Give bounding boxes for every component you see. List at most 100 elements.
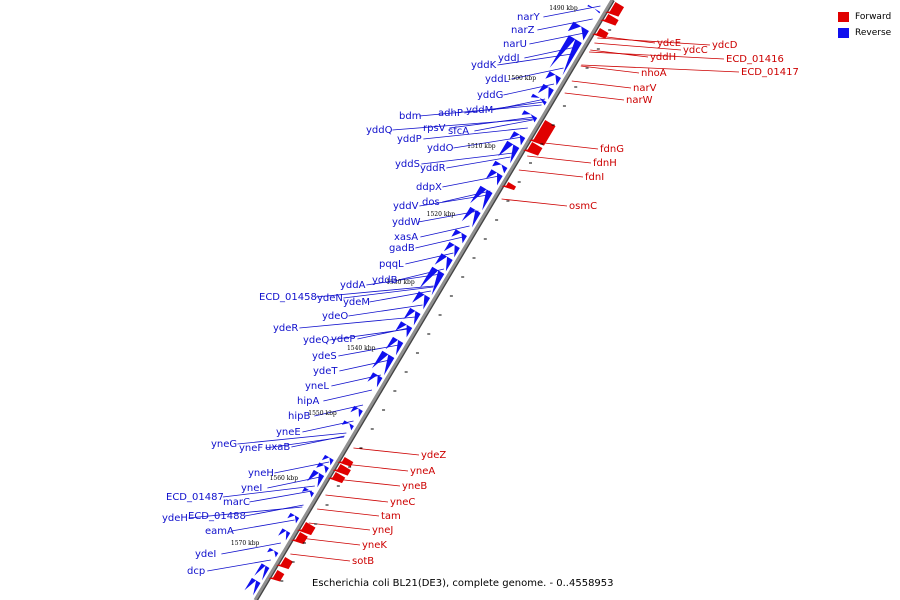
reverse-gene-arrow bbox=[341, 420, 354, 431]
forward-gene-arrow bbox=[522, 142, 543, 156]
leader-line bbox=[518, 169, 584, 178]
leader-line bbox=[501, 198, 568, 207]
reverse-gene-label: yddG bbox=[477, 90, 503, 101]
leader-line bbox=[299, 537, 361, 546]
forward-gene-arrow bbox=[604, 2, 625, 17]
reverse-gene-label: yddQ bbox=[366, 125, 393, 136]
forward-gene-arrow bbox=[290, 532, 308, 545]
forward-gene-label: nhoA bbox=[641, 68, 667, 79]
reverse-gene-arrow bbox=[434, 253, 453, 272]
legend-item-forward: Forward bbox=[838, 9, 891, 25]
leader-line bbox=[299, 316, 416, 329]
leader-line bbox=[415, 236, 464, 249]
reverse-gene-arrow bbox=[307, 469, 325, 488]
leader-line bbox=[581, 64, 740, 73]
kbp-tick-label: 1510 kbp bbox=[467, 143, 496, 150]
leader-line bbox=[419, 104, 542, 117]
leader-line bbox=[343, 286, 434, 299]
leader-line bbox=[231, 519, 295, 532]
kbp-tick-label: 1530 kbp bbox=[386, 279, 415, 286]
leader-line bbox=[423, 127, 528, 140]
reverse-gene-label: narZ bbox=[511, 25, 535, 36]
leader-line bbox=[474, 119, 533, 132]
leader-line bbox=[291, 435, 345, 448]
reverse-gene-label: ydeM bbox=[343, 297, 370, 308]
reverse-gene-arrow bbox=[530, 93, 547, 106]
reverse-gene-label: yneF bbox=[239, 443, 263, 454]
reverse-gene-label: ydeS bbox=[312, 351, 337, 362]
leader-line bbox=[524, 46, 577, 59]
forward-gene-label: yneC bbox=[390, 497, 415, 508]
forward-gene-label: ydcC bbox=[683, 45, 708, 56]
legend-item-reverse: Reverse bbox=[838, 25, 891, 41]
reverse-gene-label: ddpX bbox=[416, 182, 442, 193]
reverse-gene-label: hipA bbox=[297, 396, 319, 407]
reverse-gene-label: yddA bbox=[340, 280, 366, 291]
legend-forward-label: Forward bbox=[855, 12, 892, 22]
forward-gene-arrow bbox=[296, 522, 316, 536]
reverse-gene-label: xasA bbox=[394, 232, 418, 243]
reverse-gene-label: yneE bbox=[276, 427, 301, 438]
forward-gene-label: fdnI bbox=[585, 172, 604, 183]
reverse-swatch bbox=[838, 28, 849, 38]
reverse-gene-arrow bbox=[301, 487, 315, 498]
reverse-gene-label: yddK bbox=[471, 60, 497, 71]
reverse-gene-label: yneI bbox=[241, 483, 262, 494]
reverse-gene-arrow bbox=[451, 229, 467, 244]
leader-line bbox=[325, 494, 389, 503]
leader-line bbox=[442, 175, 500, 188]
forward-gene-label: osmC bbox=[569, 201, 597, 212]
forward-gene-arrow bbox=[327, 472, 346, 484]
reverse-gene-arrow bbox=[367, 372, 383, 388]
reverse-gene-arrow bbox=[509, 131, 526, 146]
reverse-gene-label: yddW bbox=[392, 217, 421, 228]
leader-line bbox=[353, 447, 420, 456]
reverse-gene-label: bdm bbox=[399, 111, 421, 122]
reverse-gene-label: dcp bbox=[187, 566, 205, 577]
legend-reverse-label: Reverse bbox=[855, 28, 892, 38]
leader-line bbox=[339, 359, 390, 372]
leader-line bbox=[442, 190, 491, 203]
reverse-gene-label: yddM bbox=[466, 105, 493, 116]
leader-line bbox=[244, 504, 304, 517]
forward-swatch bbox=[838, 12, 849, 22]
genome-backbone bbox=[253, 0, 615, 600]
reverse-gene-label: ydeI bbox=[195, 549, 216, 560]
forward-gene-arrow bbox=[268, 570, 285, 582]
reverse-gene-label: yddS bbox=[395, 159, 420, 170]
forward-gene-label: yneB bbox=[402, 481, 427, 492]
reverse-gene-arrow bbox=[371, 350, 395, 376]
kbp-tick-label: 1570 kbp bbox=[231, 540, 260, 547]
forward-gene-label: ECD_01417 bbox=[741, 67, 799, 78]
reverse-gene-label: adhP bbox=[438, 108, 463, 119]
leader-line bbox=[334, 478, 401, 487]
reverse-gene-label: uxaB bbox=[265, 442, 290, 453]
leader-line bbox=[308, 522, 371, 531]
reverse-gene-label: pqqL bbox=[379, 259, 404, 270]
reverse-gene-label: hipB bbox=[288, 411, 310, 422]
reverse-gene-label: ydeH bbox=[162, 513, 188, 524]
leader-line bbox=[594, 42, 682, 51]
reverse-gene-arrow bbox=[567, 21, 589, 41]
leader-line bbox=[405, 252, 454, 265]
forward-gene-label: sotB bbox=[352, 556, 374, 567]
leader-line bbox=[317, 508, 380, 517]
reverse-gene-label: ydeO bbox=[322, 311, 348, 322]
leader-line bbox=[529, 32, 585, 45]
leader-line bbox=[267, 476, 321, 489]
leader-line bbox=[357, 327, 409, 340]
reverse-gene-arrow bbox=[521, 110, 538, 123]
strand-legend: Forward Reverse bbox=[838, 9, 891, 41]
leader-line bbox=[221, 542, 281, 555]
leader-line bbox=[597, 37, 711, 46]
leader-line bbox=[237, 432, 347, 445]
forward-gene-arrow bbox=[591, 28, 609, 39]
reverse-gene-arrow bbox=[287, 512, 300, 524]
leader-line bbox=[543, 5, 601, 18]
forward-gene-label: ydcE bbox=[657, 38, 681, 49]
reverse-gene-arrow bbox=[403, 307, 421, 326]
reverse-gene-arrow bbox=[350, 405, 363, 418]
reverse-gene-label: yddJ bbox=[498, 53, 520, 64]
reverse-gene-label: sfcA bbox=[448, 126, 469, 137]
